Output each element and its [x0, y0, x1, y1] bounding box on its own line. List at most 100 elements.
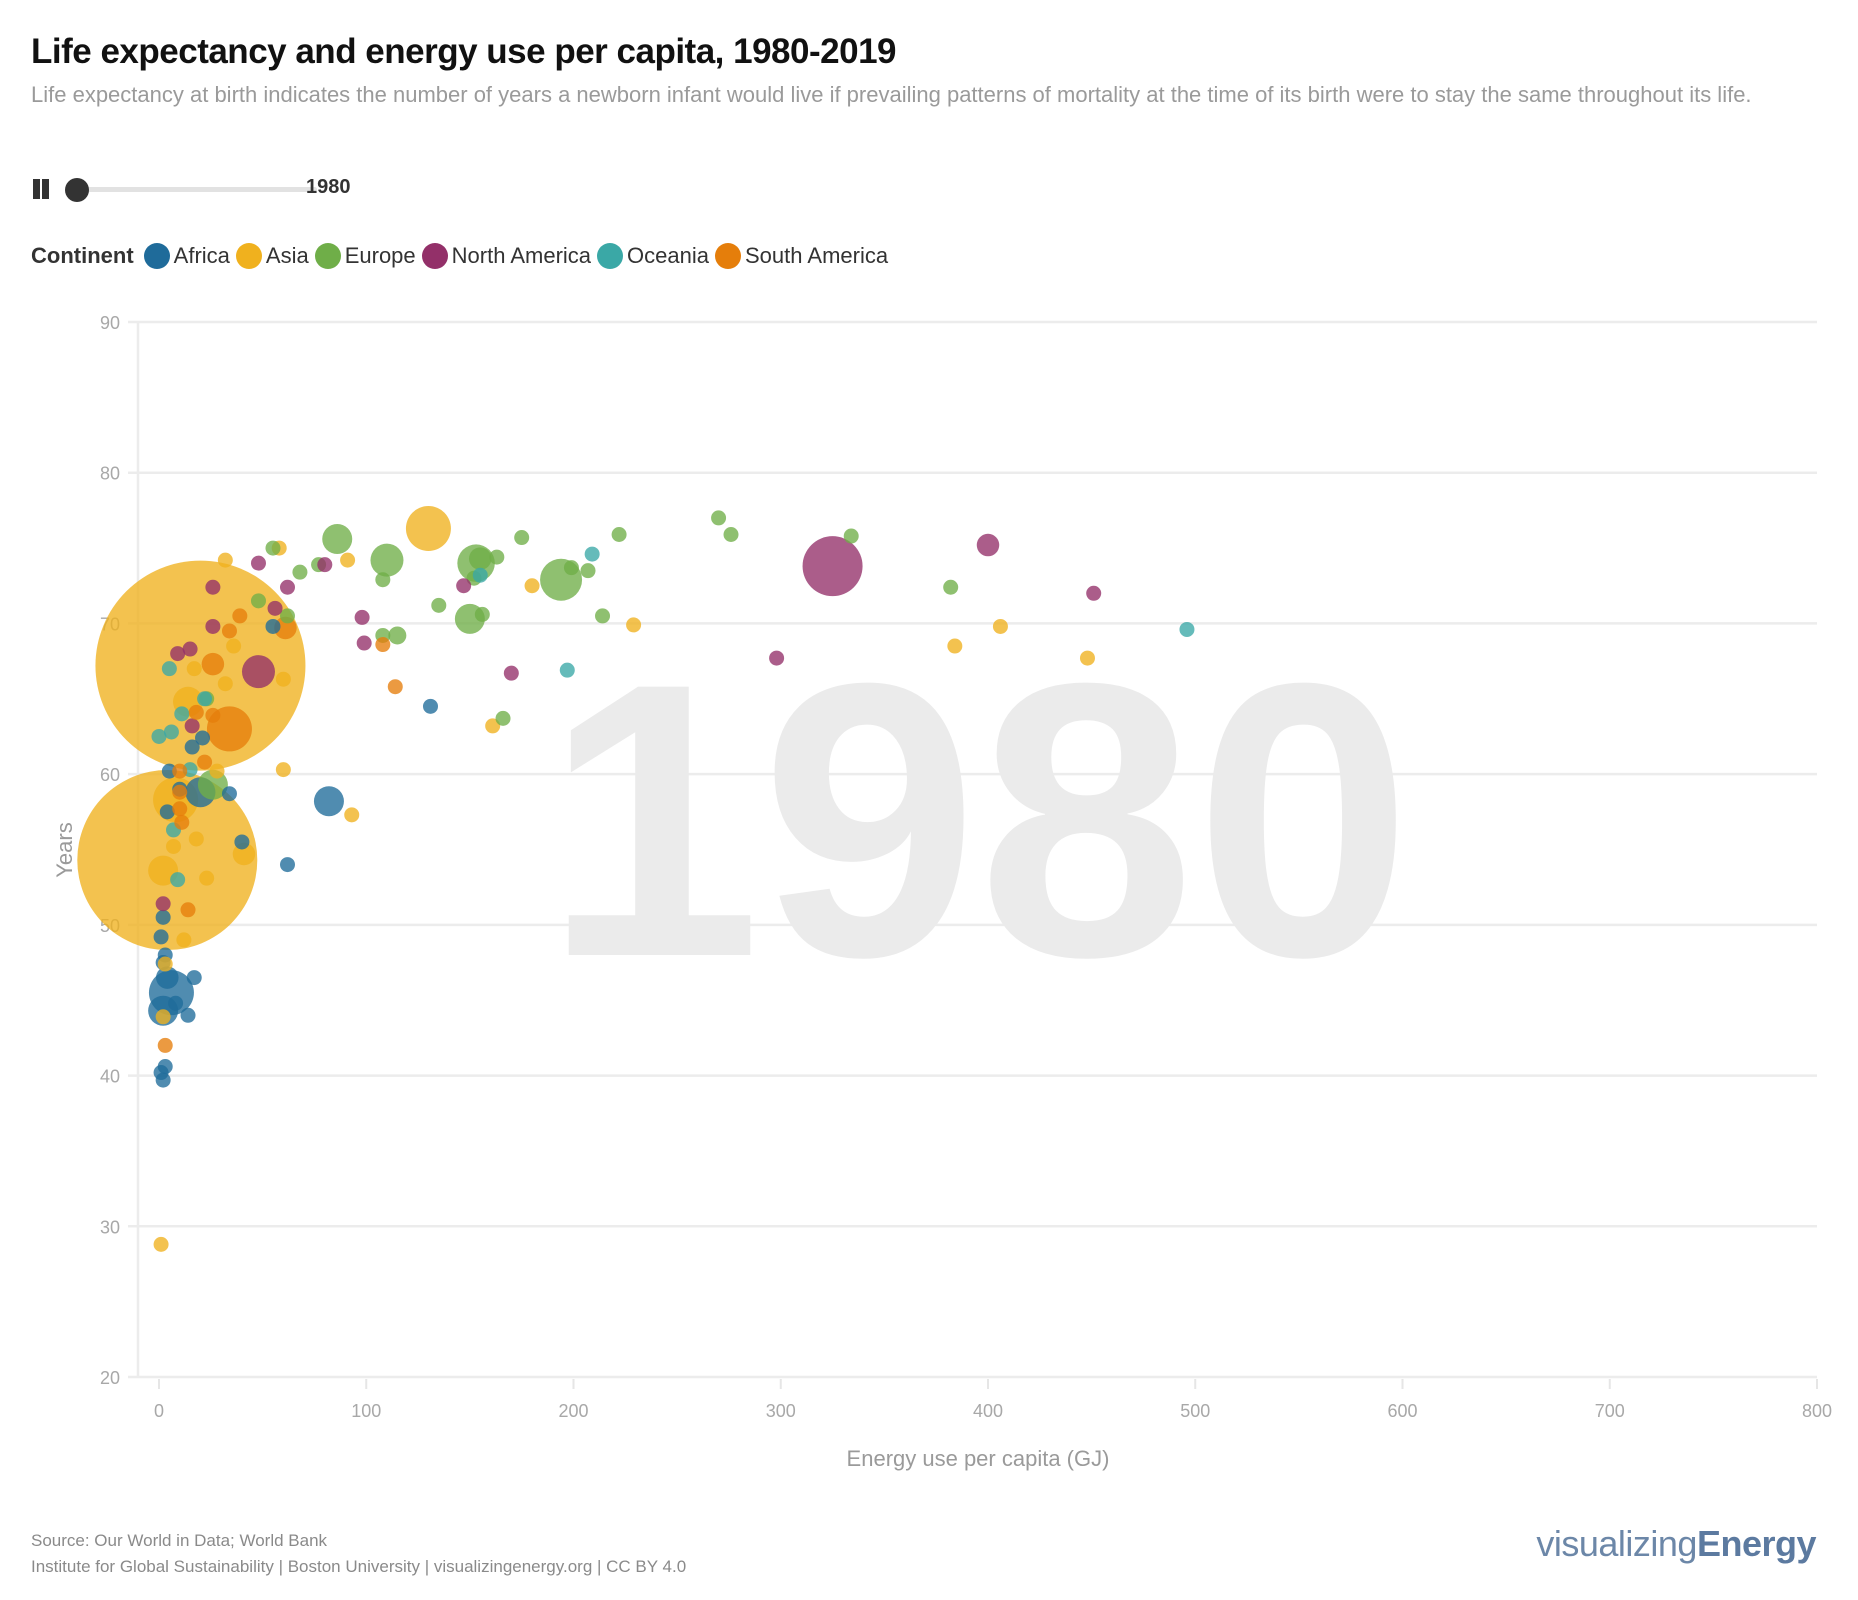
point-africa[interactable] — [313, 786, 344, 817]
point-europe[interactable] — [563, 560, 579, 576]
point-africa[interactable] — [153, 929, 169, 945]
point-north-america[interactable] — [1086, 585, 1102, 601]
point-oceania[interactable] — [170, 872, 186, 888]
point-asia[interactable] — [188, 831, 204, 847]
point-asia[interactable] — [340, 552, 356, 568]
point-north-america[interactable] — [802, 536, 863, 597]
point-south-america[interactable] — [188, 704, 204, 720]
point-asia[interactable] — [176, 932, 192, 948]
pause-button[interactable] — [31, 179, 51, 199]
point-asia[interactable] — [275, 671, 291, 687]
point-asia[interactable] — [1079, 650, 1095, 666]
point-oceania[interactable] — [1179, 621, 1195, 637]
point-asia[interactable] — [166, 838, 182, 854]
point-africa[interactable] — [159, 804, 175, 820]
point-north-america[interactable] — [170, 646, 186, 662]
point-europe[interactable] — [595, 608, 611, 624]
point-asia[interactable] — [217, 552, 233, 568]
point-north-america[interactable] — [267, 600, 283, 616]
point-oceania[interactable] — [197, 691, 213, 707]
point-asia[interactable] — [992, 618, 1008, 634]
point-europe[interactable] — [375, 572, 391, 588]
legend-item-asia[interactable]: Asia — [235, 243, 309, 269]
point-asia[interactable] — [405, 505, 451, 551]
point-europe[interactable] — [431, 597, 447, 613]
point-south-america[interactable] — [180, 902, 196, 918]
point-asia[interactable] — [947, 638, 963, 654]
year-slider[interactable] — [65, 178, 317, 202]
point-south-america[interactable] — [232, 608, 248, 624]
point-north-america[interactable] — [184, 718, 200, 734]
point-north-america[interactable] — [182, 641, 198, 657]
point-africa[interactable] — [156, 966, 179, 989]
point-asia[interactable] — [485, 718, 501, 734]
point-europe[interactable] — [474, 606, 490, 622]
point-africa[interactable] — [186, 970, 202, 986]
legend-item-europe[interactable]: Europe — [314, 243, 416, 269]
point-asia[interactable] — [153, 1236, 169, 1252]
point-north-america[interactable] — [250, 555, 266, 571]
legend-item-north-america[interactable]: North America — [421, 243, 591, 269]
point-oceania[interactable] — [161, 661, 177, 677]
point-europe[interactable] — [495, 710, 511, 726]
point-north-america[interactable] — [976, 533, 1000, 557]
point-africa[interactable] — [422, 698, 438, 714]
point-africa[interactable] — [265, 618, 281, 634]
point-north-america[interactable] — [205, 618, 221, 634]
point-north-america[interactable] — [317, 557, 333, 573]
point-south-america[interactable] — [205, 707, 221, 723]
point-south-america[interactable] — [172, 801, 188, 817]
point-north-america[interactable] — [354, 609, 370, 625]
legend-item-africa[interactable]: Africa — [143, 243, 230, 269]
point-oceania[interactable] — [174, 706, 190, 722]
point-africa[interactable] — [221, 786, 237, 802]
point-europe[interactable] — [514, 530, 530, 546]
point-north-america[interactable] — [769, 650, 785, 666]
point-asia[interactable] — [209, 763, 225, 779]
point-europe[interactable] — [711, 510, 727, 526]
point-north-america[interactable] — [456, 578, 472, 594]
point-europe[interactable] — [468, 547, 492, 570]
point-south-america[interactable] — [174, 814, 190, 830]
brand-logo[interactable]: visualizingEnergy — [1536, 1523, 1816, 1564]
point-south-america[interactable] — [387, 679, 403, 695]
point-north-america[interactable] — [503, 665, 519, 681]
point-south-america[interactable] — [221, 623, 237, 639]
point-africa[interactable] — [180, 1007, 196, 1023]
legend-item-oceania[interactable]: Oceania — [597, 243, 709, 269]
point-asia[interactable] — [186, 661, 202, 677]
point-north-america[interactable] — [241, 655, 275, 689]
point-oceania[interactable] — [163, 724, 179, 740]
point-europe[interactable] — [489, 549, 505, 565]
point-oceania[interactable] — [472, 567, 488, 583]
point-asia[interactable] — [217, 676, 233, 692]
point-asia[interactable] — [199, 870, 215, 886]
point-asia[interactable] — [524, 578, 540, 594]
legend-item-south-america[interactable]: South America — [715, 243, 888, 269]
point-south-america[interactable] — [375, 637, 391, 653]
point-south-america[interactable] — [172, 763, 188, 779]
point-africa[interactable] — [184, 739, 200, 755]
point-oceania[interactable] — [559, 662, 575, 678]
point-north-america[interactable] — [279, 579, 295, 595]
point-europe[interactable] — [322, 524, 353, 555]
year-slider-thumb[interactable] — [65, 178, 89, 202]
point-europe[interactable] — [279, 608, 295, 624]
point-south-america[interactable] — [157, 1037, 173, 1053]
point-north-america[interactable] — [356, 635, 372, 651]
point-europe[interactable] — [250, 593, 266, 609]
point-europe[interactable] — [611, 527, 627, 543]
point-europe[interactable] — [580, 563, 596, 579]
point-north-america[interactable] — [205, 579, 221, 595]
point-africa[interactable] — [234, 834, 250, 850]
point-asia[interactable] — [626, 617, 642, 633]
point-africa[interactable] — [155, 1072, 171, 1088]
point-africa[interactable] — [195, 730, 211, 746]
point-asia[interactable] — [155, 1009, 171, 1025]
point-europe[interactable] — [265, 540, 281, 556]
point-europe[interactable] — [370, 543, 404, 577]
point-south-america[interactable] — [172, 784, 188, 800]
point-asia[interactable] — [157, 956, 173, 972]
point-oceania[interactable] — [151, 728, 167, 744]
point-south-america[interactable] — [197, 754, 213, 770]
